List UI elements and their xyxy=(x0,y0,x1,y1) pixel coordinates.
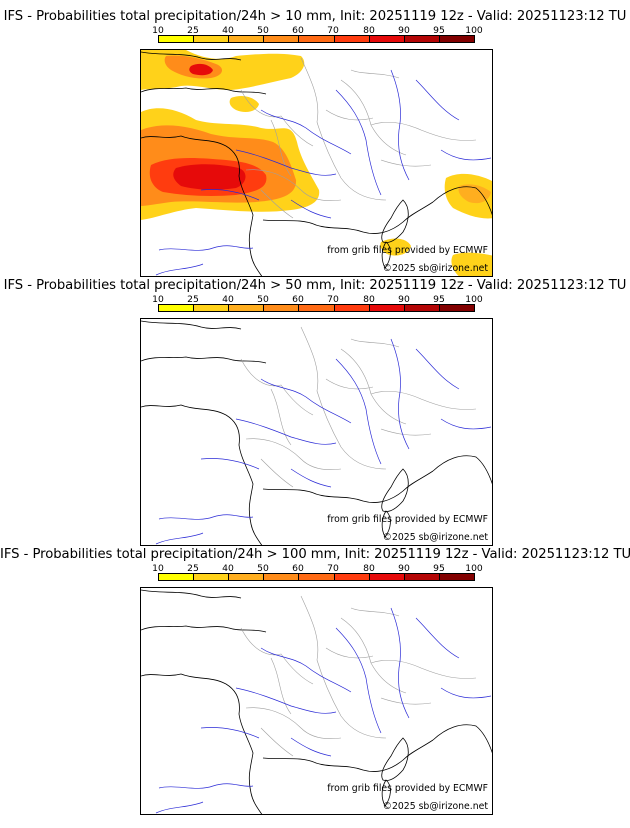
coastline xyxy=(141,320,492,545)
rivers xyxy=(155,69,492,276)
colorbar-swatch xyxy=(404,574,440,580)
colorbar-tick: 95 xyxy=(433,294,445,305)
colorbar-tick: 10 xyxy=(152,294,164,305)
colorbar-swatch xyxy=(159,574,195,580)
colorbar-tick: 10 xyxy=(152,563,164,574)
colorbar-swatch xyxy=(439,36,474,42)
colorbar-swatch xyxy=(264,36,300,42)
colorbar-swatch xyxy=(404,36,440,42)
colorbar-tick: 80 xyxy=(363,563,375,574)
colorbar-tick: 50 xyxy=(257,25,269,36)
colorbar-swatch xyxy=(369,574,405,580)
colorbar-tick: 25 xyxy=(187,25,199,36)
colorbar-swatch xyxy=(334,574,370,580)
colorbar-tick: 80 xyxy=(363,294,375,305)
colorbar-tick: 40 xyxy=(222,25,234,36)
map-title: IFS - Probabilities total precipitation/… xyxy=(0,547,630,562)
colorbar-swatch xyxy=(369,305,405,311)
probability-map: from grib files provided by ECMWF ©2025 … xyxy=(140,49,493,277)
colorbar-tick: 80 xyxy=(363,25,375,36)
map-graphic xyxy=(141,50,492,276)
colorbar-tick: 60 xyxy=(292,294,304,305)
colorbar: 10 25 40 50 60 70 80 90 95 100 xyxy=(152,25,483,44)
colorbar-tick: 95 xyxy=(433,563,445,574)
colorbar-tick: 25 xyxy=(187,563,199,574)
colorbar-swatch xyxy=(229,305,265,311)
colorbar-swatch xyxy=(369,36,405,42)
colorbar-tick: 60 xyxy=(292,563,304,574)
colorbar-tick: 70 xyxy=(327,25,339,36)
coastline xyxy=(141,51,492,276)
borders xyxy=(240,595,477,757)
map-graphic xyxy=(141,320,492,545)
colorbar-swatch xyxy=(229,574,265,580)
source-credit: from grib files provided by ECMWF xyxy=(327,245,488,256)
colorbar-swatches xyxy=(158,304,475,312)
colorbar-tick: 50 xyxy=(257,563,269,574)
rivers xyxy=(155,338,492,545)
colorbar-swatch xyxy=(159,305,195,311)
colorbar: 10 25 40 50 60 70 80 90 95 100 xyxy=(152,563,483,582)
colorbar-swatches xyxy=(158,573,475,581)
map-graphic xyxy=(141,589,492,814)
colorbar-tick: 40 xyxy=(222,294,234,305)
precip-shading xyxy=(141,50,492,276)
colorbar-swatch xyxy=(194,36,230,42)
rivers xyxy=(155,607,492,814)
colorbar-tick: 90 xyxy=(398,563,410,574)
colorbar-tick: 100 xyxy=(465,563,483,574)
colorbar-swatch xyxy=(404,305,440,311)
colorbar-swatch xyxy=(299,574,335,580)
source-credit: from grib files provided by ECMWF xyxy=(327,514,488,525)
colorbar-tick: 70 xyxy=(327,294,339,305)
colorbar-tick: 100 xyxy=(465,294,483,305)
colorbar-swatch xyxy=(439,305,474,311)
source-credit: from grib files provided by ECMWF xyxy=(327,783,488,794)
borders xyxy=(240,326,477,488)
colorbar-swatch xyxy=(299,305,335,311)
colorbar-tick: 50 xyxy=(257,294,269,305)
borders xyxy=(240,57,477,219)
copyright-text: ©2025 sb@irizone.net xyxy=(382,263,488,274)
colorbar: 10 25 40 50 60 70 80 90 95 100 xyxy=(152,294,483,313)
colorbar-swatch xyxy=(264,574,300,580)
colorbar-swatch xyxy=(334,305,370,311)
probability-map: from grib files provided by ECMWF ©2025 … xyxy=(140,318,493,546)
colorbar-swatch xyxy=(299,36,335,42)
map-title: IFS - Probabilities total precipitation/… xyxy=(3,278,627,293)
colorbar-tick: 90 xyxy=(398,294,410,305)
colorbar-swatch xyxy=(229,36,265,42)
probability-map: from grib files provided by ECMWF ©2025 … xyxy=(140,587,493,815)
colorbar-tick: 90 xyxy=(398,25,410,36)
colorbar-swatch xyxy=(159,36,195,42)
colorbar-swatch xyxy=(194,574,230,580)
colorbar-swatch xyxy=(264,305,300,311)
coastline xyxy=(141,589,492,814)
colorbar-swatch xyxy=(439,574,474,580)
colorbar-swatch xyxy=(194,305,230,311)
colorbar-tick: 70 xyxy=(327,563,339,574)
colorbar-swatches xyxy=(158,35,475,43)
colorbar-tick: 25 xyxy=(187,294,199,305)
copyright-text: ©2025 sb@irizone.net xyxy=(382,532,488,543)
colorbar-tick: 95 xyxy=(433,25,445,36)
colorbar-tick: 100 xyxy=(465,25,483,36)
colorbar-swatch xyxy=(334,36,370,42)
colorbar-tick: 40 xyxy=(222,563,234,574)
map-title: IFS - Probabilities total precipitation/… xyxy=(3,9,627,24)
colorbar-tick: 10 xyxy=(152,25,164,36)
colorbar-tick: 60 xyxy=(292,25,304,36)
copyright-text: ©2025 sb@irizone.net xyxy=(382,801,488,812)
